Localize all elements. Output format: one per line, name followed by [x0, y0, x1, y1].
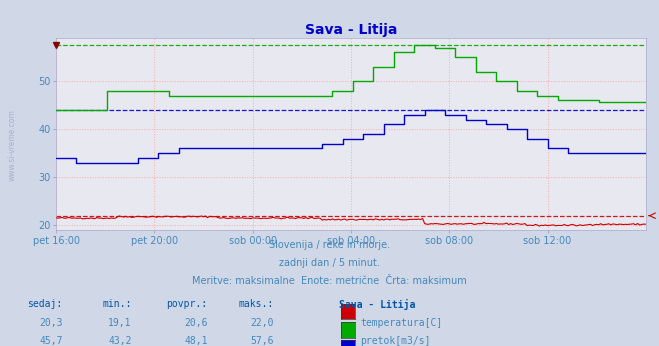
Title: Sava - Litija: Sava - Litija [304, 23, 397, 37]
Text: Sava - Litija: Sava - Litija [339, 299, 416, 310]
Text: Meritve: maksimalne  Enote: metrične  Črta: maksimum: Meritve: maksimalne Enote: metrične Črta… [192, 276, 467, 286]
Text: povpr.:: povpr.: [167, 299, 208, 309]
Text: min.:: min.: [102, 299, 132, 309]
Text: 57,6: 57,6 [250, 336, 273, 346]
Text: 20,3: 20,3 [39, 318, 63, 328]
Text: 20,6: 20,6 [184, 318, 208, 328]
Text: Slovenija / reke in morje.: Slovenija / reke in morje. [269, 240, 390, 251]
Text: sedaj:: sedaj: [28, 299, 63, 309]
Text: 43,2: 43,2 [108, 336, 132, 346]
Text: maks.:: maks.: [239, 299, 273, 309]
Text: pretok[m3/s]: pretok[m3/s] [360, 336, 431, 346]
Text: 22,0: 22,0 [250, 318, 273, 328]
Text: www.si-vreme.com: www.si-vreme.com [8, 109, 17, 181]
Text: temperatura[C]: temperatura[C] [360, 318, 443, 328]
Text: 48,1: 48,1 [184, 336, 208, 346]
Text: zadnji dan / 5 minut.: zadnji dan / 5 minut. [279, 258, 380, 268]
Text: 45,7: 45,7 [39, 336, 63, 346]
Text: 19,1: 19,1 [108, 318, 132, 328]
